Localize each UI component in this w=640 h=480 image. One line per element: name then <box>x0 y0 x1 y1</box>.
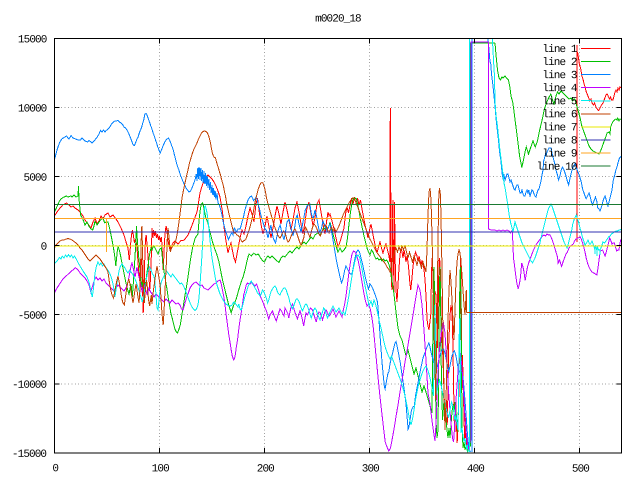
svg-text:line 7: line 7 <box>542 122 577 134</box>
svg-text:line 3: line 3 <box>542 70 577 82</box>
svg-text:300: 300 <box>362 464 379 476</box>
svg-text:10000: 10000 <box>18 103 47 115</box>
svg-text:400: 400 <box>467 464 484 476</box>
svg-text:0: 0 <box>41 242 47 254</box>
svg-text:m0020_18: m0020_18 <box>315 13 361 25</box>
svg-text:15000: 15000 <box>18 34 47 46</box>
svg-text:line 1: line 1 <box>542 44 578 56</box>
svg-text:line 9: line 9 <box>542 149 577 161</box>
svg-text:line 2: line 2 <box>542 57 577 69</box>
svg-text:line 8: line 8 <box>542 135 577 147</box>
svg-text:-5000: -5000 <box>18 311 47 323</box>
svg-text:500: 500 <box>572 464 589 476</box>
svg-text:5000: 5000 <box>24 173 47 185</box>
svg-text:0: 0 <box>52 463 58 475</box>
svg-text:line 4: line 4 <box>542 83 578 95</box>
svg-text:100: 100 <box>152 463 169 475</box>
svg-text:line 10: line 10 <box>537 162 577 174</box>
svg-text:-15000: -15000 <box>12 449 47 461</box>
svg-text:line 6: line 6 <box>542 109 577 121</box>
svg-text:200: 200 <box>257 463 274 475</box>
svg-text:-10000: -10000 <box>12 380 47 392</box>
svg-text:line 5: line 5 <box>542 96 577 108</box>
